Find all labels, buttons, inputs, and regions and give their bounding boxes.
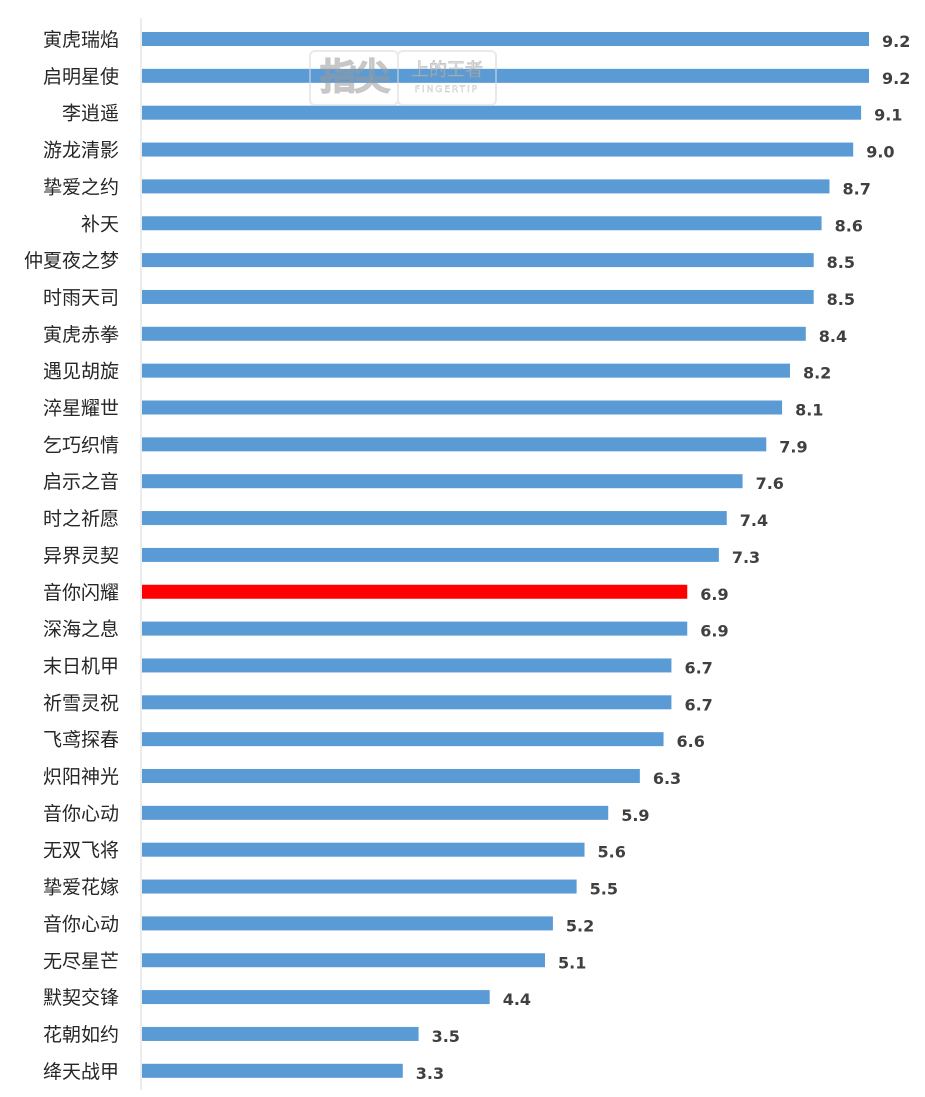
value-label: 5.9	[621, 806, 649, 825]
category-label: 寅虎瑞焰	[43, 29, 119, 51]
value-label: 6.6	[677, 732, 705, 751]
category-labels-group: 寅虎瑞焰启明星使李逍遥游龙清影挚爱之约补天仲夏夜之梦时雨天司寅虎赤拳遇见胡旋淬星…	[24, 29, 119, 1083]
bar	[142, 769, 640, 783]
bar	[142, 68, 869, 83]
category-label: 异界灵契	[43, 545, 119, 567]
value-label: 5.5	[590, 880, 618, 899]
category-label: 音你闪耀	[43, 582, 119, 604]
value-label: 5.1	[558, 953, 586, 972]
bar	[142, 547, 719, 562]
category-label: 无尽星芒	[43, 950, 119, 972]
bar	[142, 621, 688, 636]
value-label: 7.6	[756, 474, 784, 493]
value-label: 8.7	[842, 179, 870, 198]
bars-group	[142, 32, 869, 1078]
bar	[142, 400, 783, 415]
value-label: 9.1	[874, 106, 902, 125]
value-labels-group: 9.2 9.2 9.1 9.0 8.7 8.6 8.5 8.5 8.4 8.2 8.1 7.9 7.6 7…	[416, 32, 911, 1083]
value-label: 8.5	[827, 290, 855, 309]
value-label: 5.6	[598, 843, 626, 862]
bar	[142, 142, 854, 157]
category-label: 祈雪灵祝	[43, 692, 119, 714]
bar	[142, 916, 553, 931]
value-label: 7.3	[732, 548, 760, 567]
bar	[142, 732, 664, 747]
category-label: 李逍遥	[62, 103, 119, 125]
bar	[142, 437, 767, 452]
value-label: 8.5	[827, 253, 855, 272]
value-label: 7.9	[779, 437, 807, 456]
bar	[142, 289, 814, 304]
category-label: 补天	[81, 213, 119, 235]
category-label: 时之祈愿	[43, 508, 119, 530]
category-label: 绛天战甲	[43, 1061, 119, 1083]
value-label: 3.3	[416, 1064, 444, 1083]
bar	[142, 326, 806, 341]
value-label: 9.2	[882, 69, 910, 88]
bar	[142, 879, 577, 894]
category-label: 默契交锋	[43, 987, 119, 1009]
category-label: 末日机甲	[43, 655, 119, 677]
category-label: 深海之息	[43, 619, 119, 641]
value-label: 3.5	[432, 1027, 460, 1046]
category-label: 挚爱花嫁	[43, 877, 119, 899]
value-label: 9.0	[866, 143, 894, 162]
value-label: 5.2	[566, 916, 594, 935]
value-label: 6.7	[684, 695, 712, 714]
value-label: 7.4	[740, 511, 768, 530]
value-label: 6.9	[700, 622, 728, 641]
category-label: 遇见胡旋	[43, 361, 119, 383]
value-label: 6.9	[700, 585, 728, 604]
category-label: 寅虎赤拳	[43, 324, 119, 346]
value-label: 6.3	[653, 769, 681, 788]
category-label: 音你心动	[43, 803, 119, 825]
category-label: 时雨天司	[43, 287, 119, 309]
value-label: 8.1	[795, 401, 823, 420]
category-label: 启明星使	[43, 66, 119, 88]
bar-highlighted	[142, 584, 688, 599]
value-label: 8.6	[835, 216, 863, 235]
bar	[142, 1026, 419, 1041]
bar	[142, 805, 609, 820]
value-label: 6.7	[684, 658, 712, 677]
bar	[142, 363, 790, 378]
category-label: 音你心动	[43, 913, 119, 935]
category-label: 花朝如约	[43, 1024, 119, 1046]
bar	[142, 990, 490, 1005]
category-label: 挚爱之约	[43, 176, 119, 198]
bar	[142, 842, 585, 857]
bar	[142, 179, 830, 194]
value-label: 8.4	[819, 327, 847, 346]
bar	[142, 1063, 403, 1078]
category-label: 游龙清影	[43, 140, 119, 162]
bar	[142, 105, 862, 120]
category-label: 无双飞将	[43, 840, 119, 862]
value-label: 8.2	[803, 364, 831, 383]
bar	[142, 511, 727, 526]
category-label: 飞鸢探春	[43, 729, 119, 751]
bar	[142, 253, 814, 268]
bar	[142, 216, 822, 231]
value-label: 4.4	[503, 990, 531, 1009]
category-label: 淬星耀世	[43, 398, 119, 420]
category-label: 炽阳神光	[43, 766, 119, 788]
value-label: 9.2	[882, 32, 910, 51]
bar	[142, 953, 546, 968]
bar	[142, 474, 743, 489]
bar	[142, 32, 869, 46]
category-label: 仲夏夜之梦	[24, 250, 119, 272]
bar	[142, 658, 672, 673]
bar	[142, 695, 672, 710]
category-label: 启示之音	[43, 471, 119, 493]
category-label: 乞巧织情	[43, 434, 119, 456]
